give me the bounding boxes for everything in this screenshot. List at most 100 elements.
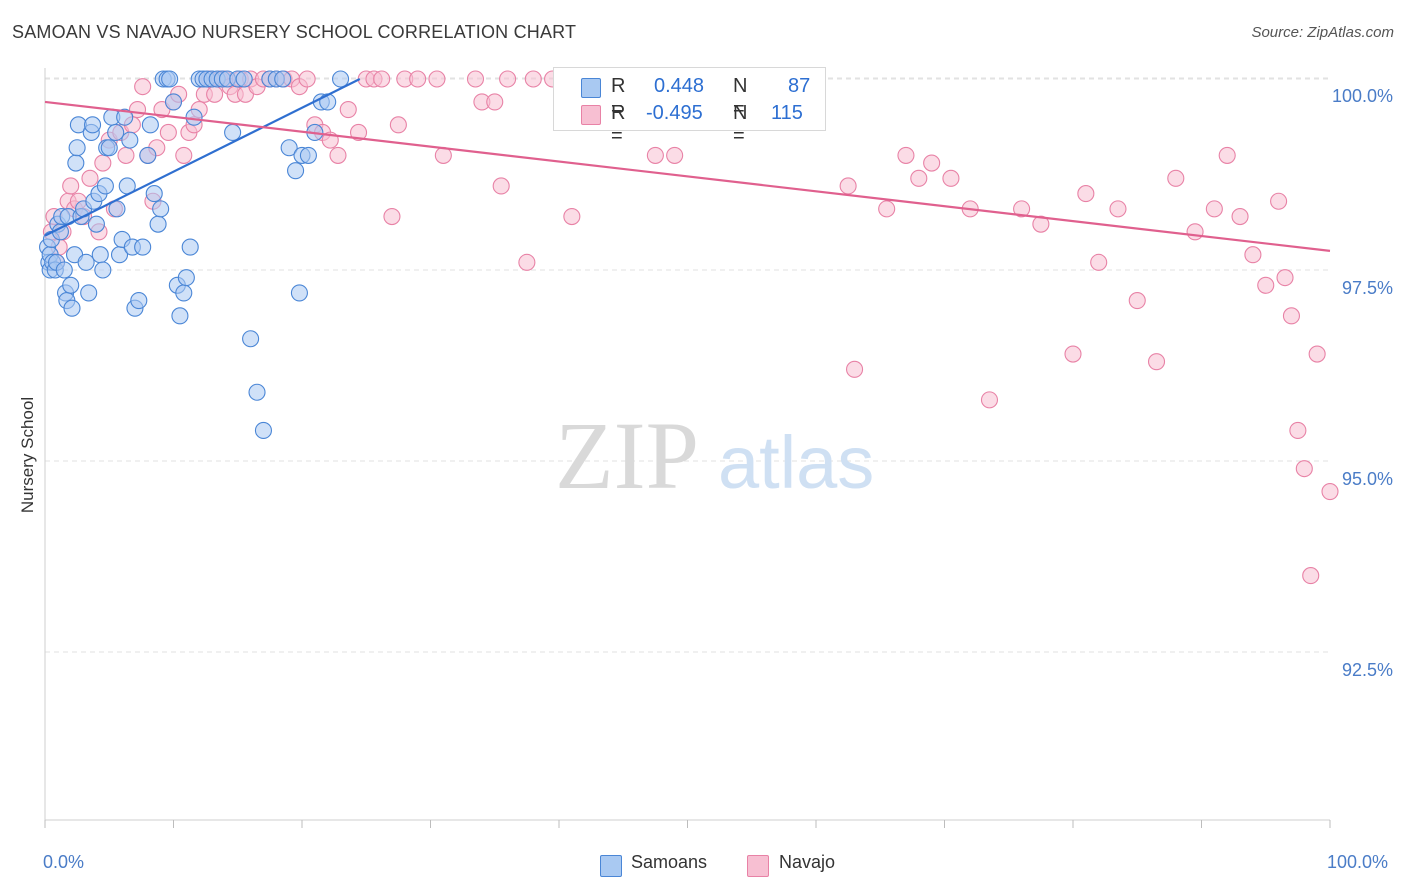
navajo-trend-line: [44, 100, 1331, 252]
navajo-point: [339, 101, 357, 119]
x-tick-100: 100.0%: [1327, 852, 1389, 872]
navajo-point: [81, 169, 99, 187]
samoan-point: [274, 70, 292, 88]
navajo-point: [1128, 292, 1146, 310]
navajo-point: [134, 78, 152, 96]
legend-n-label: N =: [733, 102, 748, 147]
samoan-point: [87, 215, 105, 233]
samoan-point: [149, 215, 167, 233]
navajo-point: [117, 146, 135, 164]
navajo-point: [1032, 215, 1050, 233]
samoan-point: [185, 108, 203, 126]
navajo-point: [349, 123, 368, 142]
samoan-point: [107, 123, 125, 142]
navajo-point: [1077, 185, 1095, 203]
correlation-legend: R = 0.448 N = 87 R = -0.495 N = 115: [553, 67, 826, 147]
navajo-point: [1321, 483, 1339, 501]
navajo-point: [1276, 269, 1294, 287]
navajo-point: [897, 146, 915, 164]
samoan-point: [331, 70, 350, 88]
watermark-zip: ZIP: [555, 402, 699, 509]
navajo-point: [1013, 200, 1031, 218]
samoan-point: [235, 70, 253, 88]
samoan-point: [177, 269, 195, 287]
x-tick-0: 0.0%: [43, 852, 85, 872]
legend-n-value: 115: [771, 102, 803, 124]
navajo-point: [389, 116, 407, 134]
samoan-point: [83, 116, 102, 134]
samoan-point: [134, 238, 152, 256]
navajo-point: [1064, 345, 1082, 363]
navajo-point: [1282, 307, 1300, 325]
navajo-point: [518, 253, 536, 271]
legend-swatch-navajo: [581, 105, 601, 125]
navajo-point: [499, 70, 517, 88]
navajo-point: [428, 70, 446, 88]
samoan-point: [62, 276, 80, 294]
navajo-point: [298, 70, 316, 88]
gridlines: [45, 77, 1330, 653]
samoan-point: [319, 93, 337, 111]
samoan-trend-line: [44, 78, 361, 237]
samoan-point: [67, 154, 85, 172]
samoan-point: [299, 146, 317, 164]
samoan-point: [145, 185, 163, 203]
samoan-point: [242, 330, 260, 348]
samoan-point: [94, 261, 112, 279]
navajo-point: [409, 70, 427, 88]
navajo-point: [1295, 460, 1313, 478]
legend-r-value: -0.495: [646, 102, 703, 124]
samoan-point: [164, 93, 183, 111]
samoan-point: [141, 116, 159, 134]
samoan-point: [116, 108, 134, 126]
navajo-point: [1218, 146, 1236, 164]
y-tick-97-5: 97.5%: [1341, 278, 1393, 298]
navajo-point: [1109, 200, 1127, 218]
navajo-point: [923, 154, 941, 172]
samoan-point: [77, 253, 95, 271]
navajo-point: [1186, 223, 1204, 241]
navajo-point: [486, 93, 504, 111]
navajo-point: [1147, 353, 1166, 371]
bottom-legend-samoans: Samoans: [631, 852, 708, 872]
navajo-point: [666, 146, 684, 164]
samoan-point: [224, 123, 242, 142]
navajo-point: [878, 200, 896, 218]
axes: [44, 68, 1331, 828]
y-tick-100: 100.0%: [1331, 86, 1393, 106]
samoan-point: [121, 131, 139, 149]
navajo-point: [329, 146, 347, 164]
samoan-point: [68, 139, 86, 157]
navajo-point: [175, 146, 193, 164]
samoan-point: [290, 284, 308, 302]
samoan-point: [280, 139, 298, 157]
samoan-point: [161, 70, 179, 88]
samoan-point: [152, 200, 170, 218]
navajo-point: [524, 70, 542, 88]
legend-n-value: 87: [788, 75, 811, 97]
navajo-point: [563, 207, 581, 226]
y-tick-92-5: 92.5%: [1341, 660, 1393, 680]
navajo-point: [845, 360, 864, 378]
samoan-point: [130, 292, 148, 310]
watermark-atlas: atlas: [718, 421, 874, 504]
navajo-point: [1205, 200, 1223, 218]
navajo-point: [1257, 276, 1275, 294]
navajo-point: [466, 70, 485, 88]
source-credit: Source: ZipAtlas.com: [1251, 24, 1394, 41]
legend-r-label: R =: [611, 75, 626, 120]
samoan-point: [91, 246, 109, 264]
samoan-point: [55, 261, 73, 279]
chart-title: SAMOAN VS NAVAJO NURSERY SCHOOL CORRELAT…: [12, 22, 577, 42]
navajo-point: [839, 177, 857, 195]
navajo-point: [646, 146, 664, 164]
samoan-point: [181, 238, 199, 256]
navajo-point: [1231, 207, 1249, 226]
navajo-point: [980, 391, 999, 409]
samoan-point: [63, 299, 81, 317]
samoan-point: [100, 139, 118, 157]
navajo-point: [1090, 253, 1108, 271]
samoan-point: [139, 146, 157, 164]
samoan-point: [175, 284, 193, 302]
